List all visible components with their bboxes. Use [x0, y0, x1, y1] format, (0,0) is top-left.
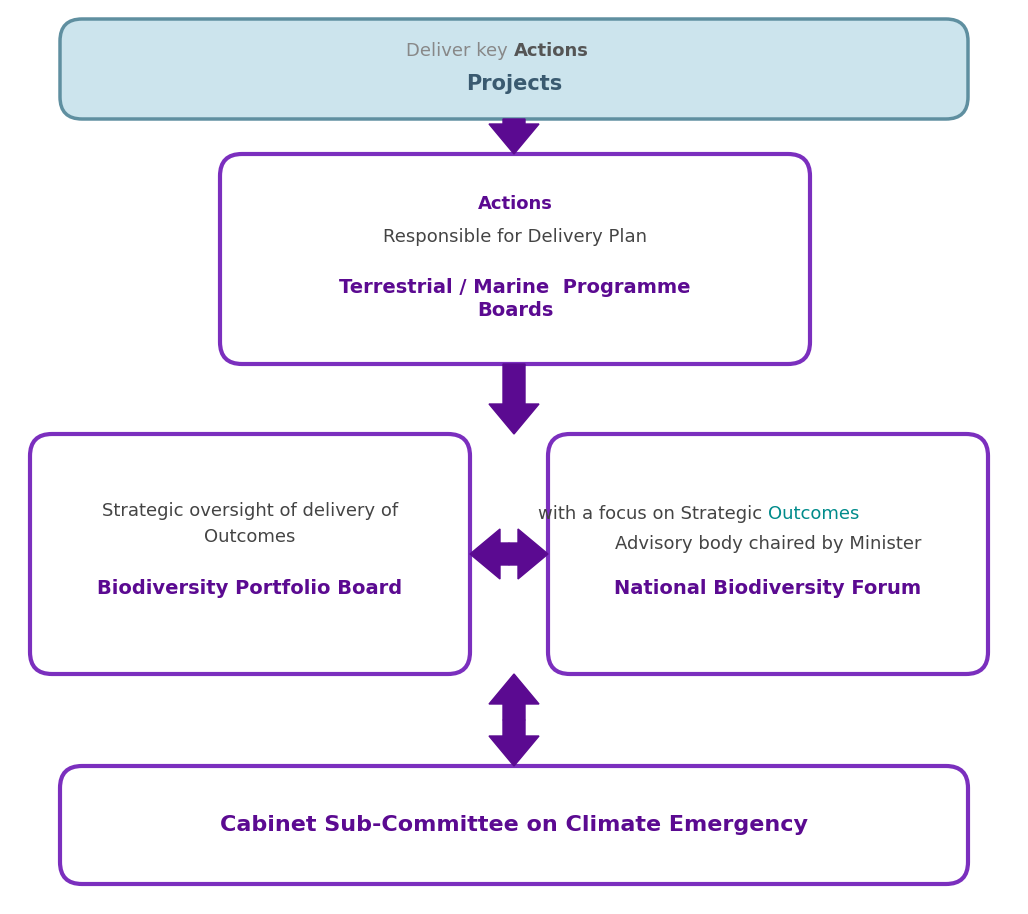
- Text: Strategic oversight of delivery of
Outcomes: Strategic oversight of delivery of Outco…: [102, 503, 398, 546]
- Text: National Biodiversity Forum: National Biodiversity Forum: [615, 579, 921, 599]
- Text: Deliver key: Deliver key: [406, 42, 514, 60]
- Text: Terrestrial / Marine  Programme
Boards: Terrestrial / Marine Programme Boards: [339, 278, 691, 320]
- FancyArrow shape: [489, 720, 539, 766]
- Text: Actions: Actions: [478, 195, 552, 213]
- Text: Biodiversity Portfolio Board: Biodiversity Portfolio Board: [98, 579, 403, 599]
- FancyBboxPatch shape: [60, 19, 968, 119]
- FancyArrow shape: [489, 674, 539, 720]
- Text: Cabinet Sub-Committee on Climate Emergency: Cabinet Sub-Committee on Climate Emergen…: [220, 815, 808, 835]
- FancyArrow shape: [470, 529, 509, 579]
- FancyBboxPatch shape: [548, 434, 988, 674]
- Text: Actions: Actions: [514, 42, 589, 60]
- FancyArrow shape: [509, 529, 548, 579]
- Text: Outcomes: Outcomes: [768, 505, 859, 523]
- FancyBboxPatch shape: [220, 154, 810, 364]
- FancyArrow shape: [489, 364, 539, 434]
- FancyArrow shape: [489, 119, 539, 154]
- Text: Responsible for Delivery Plan: Responsible for Delivery Plan: [383, 228, 647, 246]
- Text: with a focus on Strategic: with a focus on Strategic: [538, 505, 768, 523]
- Text: Projects: Projects: [466, 74, 562, 94]
- FancyBboxPatch shape: [30, 434, 470, 674]
- Text: Advisory body chaired by Minister: Advisory body chaired by Minister: [615, 535, 921, 553]
- FancyBboxPatch shape: [60, 766, 968, 884]
